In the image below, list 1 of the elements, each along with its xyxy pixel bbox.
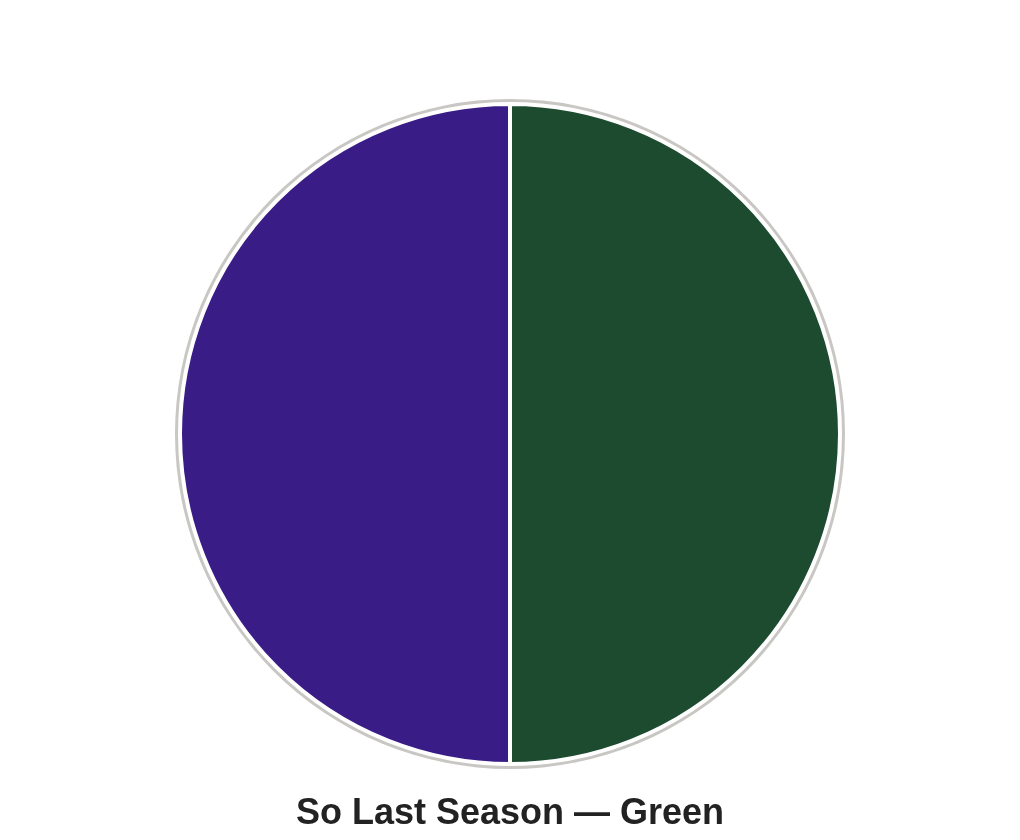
text: So Last Season — Green (295, 790, 725, 832)
